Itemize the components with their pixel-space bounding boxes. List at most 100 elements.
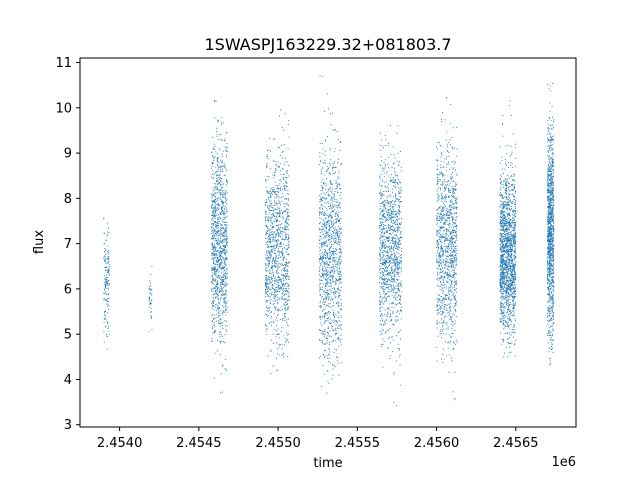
data-point (222, 327, 224, 329)
data-point (224, 241, 226, 243)
data-point (398, 249, 400, 251)
data-point (380, 260, 382, 262)
data-point (107, 276, 109, 278)
data-point (226, 290, 228, 292)
data-point (213, 147, 215, 149)
data-point (273, 220, 275, 222)
data-point (223, 306, 225, 308)
data-point (334, 238, 336, 240)
data-point (287, 233, 289, 235)
data-point (329, 266, 331, 268)
data-point (395, 291, 397, 294)
data-point (327, 245, 329, 248)
data-point (386, 255, 388, 257)
data-point (339, 141, 341, 144)
data-point (268, 264, 270, 266)
data-point (288, 211, 290, 214)
data-point (390, 290, 392, 293)
data-point (284, 234, 286, 236)
data-point (264, 179, 267, 181)
data-point (275, 324, 277, 327)
data-point (390, 207, 392, 209)
data-point (221, 124, 223, 126)
data-point (396, 261, 398, 263)
data-point (319, 194, 321, 196)
data-point (391, 247, 393, 249)
data-point (384, 216, 386, 218)
data-point (329, 262, 331, 264)
data-point (272, 274, 275, 276)
data-point (270, 239, 272, 241)
data-point (400, 187, 402, 189)
data-point (389, 283, 391, 285)
data-point (384, 322, 386, 324)
data-point (265, 205, 267, 207)
data-point (265, 233, 267, 236)
data-point (391, 166, 393, 168)
data-point (453, 208, 455, 210)
data-point (217, 191, 219, 193)
data-point (454, 289, 457, 291)
data-point (446, 245, 448, 247)
data-point (327, 273, 329, 275)
data-point (382, 315, 384, 317)
data-point (390, 255, 392, 257)
data-point (266, 284, 268, 286)
data-point (396, 257, 398, 259)
data-point (215, 192, 217, 194)
data-point (281, 193, 283, 195)
data-point (386, 273, 388, 276)
data-point (212, 283, 214, 285)
data-point (399, 218, 401, 220)
data-point (338, 205, 340, 207)
data-point (447, 295, 449, 297)
data-point (330, 268, 332, 270)
data-point (220, 250, 222, 252)
data-point (215, 100, 217, 102)
data-point (331, 235, 333, 237)
data-point (334, 148, 336, 150)
data-point (151, 317, 153, 319)
data-point (334, 283, 336, 285)
data-point (390, 234, 392, 236)
data-point (268, 210, 270, 212)
data-point (219, 218, 221, 220)
data-point (212, 213, 214, 215)
data-point (219, 181, 221, 183)
data-point (321, 205, 323, 207)
data-point (450, 285, 452, 287)
data-point (221, 288, 223, 290)
data-point (219, 331, 222, 334)
data-point (108, 232, 110, 234)
data-point (213, 245, 215, 247)
data-point (449, 139, 451, 141)
data-point (320, 322, 322, 324)
data-point (322, 231, 324, 233)
data-point (389, 271, 391, 273)
data-point (322, 246, 324, 248)
data-point (288, 229, 290, 231)
data-point (149, 311, 151, 313)
data-point (221, 279, 223, 281)
data-point (321, 186, 324, 188)
data-point (226, 232, 228, 234)
data-point (224, 269, 226, 271)
data-point (390, 217, 392, 219)
data-point (268, 236, 270, 238)
data-point (379, 259, 381, 261)
data-point (271, 294, 273, 296)
data-point (338, 257, 340, 259)
data-point (216, 210, 218, 212)
data-point (217, 120, 220, 122)
data-point (213, 265, 215, 267)
data-point (396, 315, 398, 317)
data-point (223, 246, 226, 249)
data-point (385, 269, 387, 271)
data-point (332, 206, 335, 208)
data-point (386, 286, 388, 288)
data-point (334, 281, 337, 283)
data-point (399, 191, 401, 194)
data-point (216, 271, 218, 273)
data-point (393, 253, 395, 255)
data-point (218, 288, 220, 290)
